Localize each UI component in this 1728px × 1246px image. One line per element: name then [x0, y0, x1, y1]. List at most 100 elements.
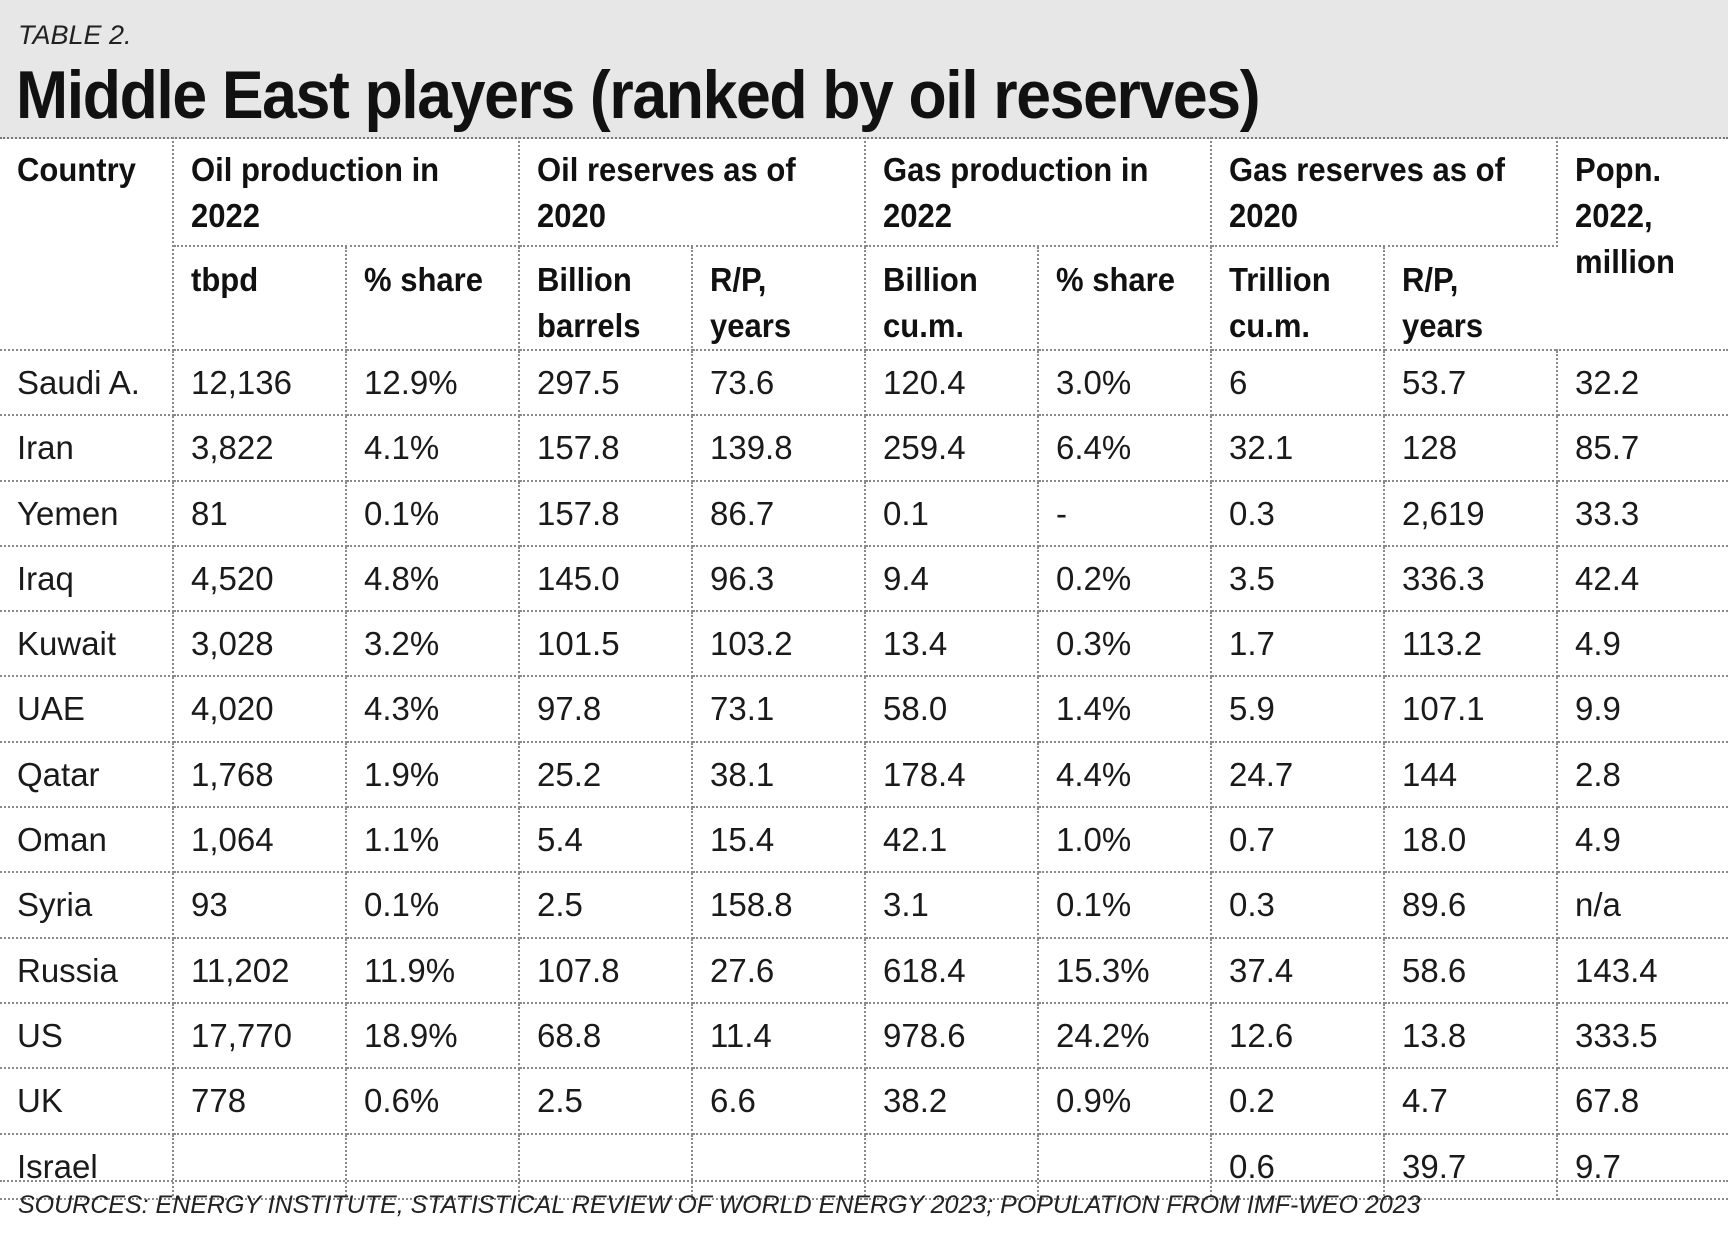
value-cell: 39.7: [1384, 1133, 1559, 1200]
table-row: Saudi A. 12,136 12.9% 297.5 73.6 120.4 3.0% 6 53…: [0, 350, 1728, 417]
header-group-cell: Oil reserves as of 2020: [519, 137, 866, 247]
value-cell: 3.2%: [346, 611, 520, 678]
value-cell: 2.5: [519, 1068, 693, 1135]
table-row: Iraq 4,520 4.8% 145.0 96.3 9.4 0.2% 3.5 336.3 42.…: [0, 545, 1728, 613]
data-table: Country Oil production in 2022 Oil reserve…: [0, 137, 1728, 1200]
value-cell: 4.4%: [1038, 741, 1213, 809]
value-cell: 58.6: [1384, 937, 1559, 1004]
value-cell: 144: [1384, 741, 1559, 809]
value-cell: 3,028: [173, 611, 347, 678]
table-row: Kuwait 3,028 3.2% 101.5 103.2 13.4 0.3% 1.7 113.…: [0, 611, 1728, 678]
header-group-label: Oil reserves as of 2020: [537, 151, 796, 234]
table-header-band: TABLE 2. Middle East players (ranked by …: [0, 0, 1728, 139]
subheader-label: Trillion cu.m.: [1229, 261, 1331, 344]
value-cell: 11,202: [173, 937, 347, 1004]
value-cell: 18.9%: [346, 1002, 520, 1070]
subheader-cell: % share: [346, 246, 520, 351]
value-cell: n/a: [1557, 872, 1728, 939]
value-cell: 4.9: [1557, 807, 1728, 874]
value-cell: [519, 1133, 693, 1200]
table-row: Oman 1,064 1.1% 5.4 15.4 42.1 1.0% 0.7 18.0 4.9: [0, 807, 1728, 874]
value-cell: 1.4%: [1038, 676, 1213, 743]
value-cell: -: [1038, 480, 1213, 547]
value-cell: 9.7: [1557, 1133, 1728, 1200]
value-cell: 4.8%: [346, 545, 520, 613]
value-cell: 3.1: [865, 872, 1039, 939]
value-cell: 0.7: [1211, 807, 1386, 874]
table-row: US 17,770 18.9% 68.8 11.4 978.6 24.2% 12.6 13.8 3…: [0, 1002, 1728, 1070]
value-cell: 107.8: [519, 937, 693, 1004]
value-cell: 157.8: [519, 480, 693, 547]
value-cell: 107.1: [1384, 676, 1559, 743]
value-cell: 86.7: [692, 480, 866, 547]
country-cell: Qatar: [0, 741, 174, 809]
value-cell: 0.6%: [346, 1068, 520, 1135]
value-cell: 2.5: [519, 872, 693, 939]
table-label: TABLE 2.: [18, 20, 132, 50]
value-cell: 1.0%: [1038, 807, 1213, 874]
subheader-cell: Billion barrels: [519, 246, 693, 351]
subheader-cell: % share: [1038, 246, 1213, 351]
subheader-row: tbpd % share Billion barrels R/P, years Bill…: [0, 246, 1728, 351]
value-cell: 4.7: [1384, 1068, 1559, 1135]
value-cell: 24.2%: [1038, 1002, 1213, 1070]
header-group-label: Oil production in 2022: [191, 151, 440, 234]
value-cell: 81: [173, 480, 347, 547]
value-cell: 0.1: [865, 480, 1039, 547]
value-cell: 3.5: [1211, 545, 1386, 613]
subheader-label: R/P, years: [710, 261, 792, 344]
table-row: UAE 4,020 4.3% 97.8 73.1 58.0 1.4% 5.9 107.1 9.9: [0, 676, 1728, 743]
country-cell: Oman: [0, 807, 174, 874]
value-cell: 12,136: [173, 350, 347, 417]
value-cell: 4,520: [173, 545, 347, 613]
table-row: UK 778 0.6% 2.5 6.6 38.2 0.9% 0.2 4.7 67.8: [0, 1068, 1728, 1135]
value-cell: 4.9: [1557, 611, 1728, 678]
table-row: Russia 11,202 11.9% 107.8 27.6 618.4 15.3% 37.4…: [0, 937, 1728, 1004]
value-cell: 3,822: [173, 415, 347, 482]
value-cell: [346, 1133, 520, 1200]
value-cell: [692, 1133, 866, 1200]
value-cell: 2,619: [1384, 480, 1559, 547]
value-cell: 0.1%: [346, 480, 520, 547]
country-cell: Kuwait: [0, 611, 174, 678]
subheader-label: tbpd: [191, 261, 259, 298]
subheader-cell: R/P, years: [692, 246, 866, 351]
country-cell: Iraq: [0, 545, 174, 613]
value-cell: 4.1%: [346, 415, 520, 482]
value-cell: 85.7: [1557, 415, 1728, 482]
country-cell: US: [0, 1002, 174, 1070]
value-cell: 33.3: [1557, 480, 1728, 547]
value-cell: [865, 1133, 1039, 1200]
value-cell: 1,768: [173, 741, 347, 809]
value-cell: 259.4: [865, 415, 1039, 482]
value-cell: 0.1%: [1038, 872, 1213, 939]
value-cell: 6.6: [692, 1068, 866, 1135]
value-cell: 17,770: [173, 1002, 347, 1070]
value-cell: 778: [173, 1068, 347, 1135]
value-cell: 5.9: [1211, 676, 1386, 743]
country-cell: Russia: [0, 937, 174, 1004]
value-cell: 67.8: [1557, 1068, 1728, 1135]
subheader-label: R/P, years: [1402, 261, 1484, 344]
value-cell: 11.4: [692, 1002, 866, 1070]
value-cell: 178.4: [865, 741, 1039, 809]
subheader-cell: Trillion cu.m.: [1211, 246, 1386, 351]
value-cell: 0.6: [1211, 1133, 1386, 1200]
value-cell: 618.4: [865, 937, 1039, 1004]
value-cell: 145.0: [519, 545, 693, 613]
value-cell: [1038, 1133, 1213, 1200]
table-body: Saudi A. 12,136 12.9% 297.5 73.6 120.4 3.0% 6 53…: [0, 350, 1728, 1200]
value-cell: 0.3: [1211, 480, 1386, 547]
country-cell: Israel: [0, 1133, 174, 1200]
value-cell: 9.9: [1557, 676, 1728, 743]
value-cell: 13.8: [1384, 1002, 1559, 1070]
value-cell: 9.4: [865, 545, 1039, 613]
value-cell: 120.4: [865, 350, 1039, 417]
value-cell: 32.1: [1211, 415, 1386, 482]
country-cell: Yemen: [0, 480, 174, 547]
header-group-cell: Popn. 2022, million: [1557, 137, 1728, 351]
table-row: Syria 93 0.1% 2.5 158.8 3.1 0.1% 0.3 89.6 n/a: [0, 872, 1728, 939]
value-cell: 27.6: [692, 937, 866, 1004]
sources-note: SOURCES: ENERGY INSTITUTE, STATISTICAL R…: [18, 1191, 1421, 1219]
